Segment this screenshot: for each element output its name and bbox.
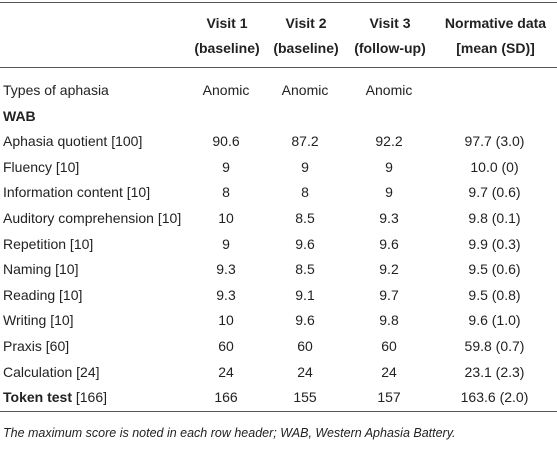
- footnote: The maximum score is noted in each row h…: [3, 425, 456, 440]
- table-cell: 9.3: [216, 261, 236, 278]
- table-cell: 9.6 (1.0): [468, 312, 521, 329]
- table-cell: 155: [293, 389, 317, 406]
- row-label: Fluency [10]: [3, 158, 80, 175]
- section-label: WAB: [3, 107, 36, 124]
- table-cell: 60: [297, 337, 313, 354]
- table-cell: Anomic: [281, 82, 329, 98]
- table-cell: 9.3: [216, 286, 236, 303]
- table-cell: 97.7 (3.0): [464, 133, 525, 150]
- table-cell: 9: [385, 184, 393, 201]
- table-cell: 9.8: [379, 312, 399, 329]
- header-cell: [0, 3, 188, 68]
- column-header-line: (baseline): [194, 40, 260, 56]
- table-cell: 90.6: [212, 133, 240, 150]
- table-cell: 9: [301, 158, 309, 175]
- table-row: Praxis [60] 60 60 60 59.8 (0.7): [0, 334, 557, 360]
- table-row: Fluency [10] 9 9 9 10.0 (0): [0, 155, 557, 181]
- table-cell: 166: [214, 389, 238, 406]
- table-row: Types of aphasia Anomic Anomic Anomic: [0, 68, 557, 104]
- table-cell: 9.9 (0.3): [468, 235, 521, 252]
- table-cell: 8: [222, 184, 230, 201]
- table-cell: 9.6: [295, 235, 315, 252]
- table-cell: 10: [218, 209, 234, 226]
- table-row: Calculation [24] 24 24 24 23.1 (2.3): [0, 360, 557, 386]
- table-cell: 157: [377, 389, 401, 406]
- row-label: Types of aphasia: [3, 82, 109, 98]
- table-cell: 9.3: [379, 209, 399, 226]
- table-cell: 24: [297, 363, 313, 380]
- row-label: Naming [10]: [3, 261, 79, 278]
- row-label: Information content [10]: [3, 184, 151, 201]
- column-header-line: (baseline): [273, 40, 339, 56]
- table-cell: 60: [218, 337, 234, 354]
- table-row: Repetition [10] 9 9.6 9.6 9.9 (0.3): [0, 232, 557, 258]
- table-cell: 9.6: [379, 235, 399, 252]
- table-cell: 9.8 (0.1): [468, 209, 521, 226]
- row-label: Calculation [24]: [3, 363, 100, 380]
- table-cell: 59.8 (0.7): [464, 337, 525, 354]
- table-body: Types of aphasia Anomic Anomic Anomic WAB Aph…: [0, 68, 557, 412]
- table-cell: 9.5 (0.8): [468, 286, 521, 303]
- table-row: Information content [10] 8 8 9 9.7 (0.6): [0, 180, 557, 206]
- row-label: Aphasia quotient [100]: [3, 133, 143, 150]
- table-cell: 9.7 (0.6): [468, 184, 521, 201]
- table-row: Naming [10] 9.3 8.5 9.2 9.5 (0.6): [0, 257, 557, 283]
- table-cell: Anomic: [202, 82, 250, 98]
- table-row: Token test [166] 166 155 157 163.6 (2.0): [0, 385, 557, 412]
- table-cell: 9.1: [295, 286, 315, 303]
- column-header-line: (follow-up): [354, 40, 426, 56]
- table-cell: 60: [381, 337, 397, 354]
- data-table: Visit 1 (baseline) Visit 2 (baseline) Visit …: [0, 2, 557, 412]
- row-label: Token test [166]: [0, 385, 188, 411]
- table-cell: 87.2: [291, 133, 319, 150]
- table-cell: 10: [218, 312, 234, 329]
- table-row: Reading [10] 9.3 9.1 9.7 9.5 (0.8): [0, 283, 557, 309]
- table-header: Visit 1 (baseline) Visit 2 (baseline) Visit …: [0, 2, 557, 68]
- header-row: Visit 1 (baseline) Visit 2 (baseline) Visit …: [0, 2, 557, 68]
- table-cell: 9: [385, 158, 393, 175]
- table-cell: Anomic: [365, 82, 413, 98]
- table-cell: 9.5 (0.6): [468, 261, 521, 278]
- table-cell: 92.2: [375, 133, 403, 150]
- table-row: Writing [10] 10 9.6 9.8 9.6 (1.0): [0, 308, 557, 334]
- table-row: Aphasia quotient [100] 90.6 87.2 92.2 97.7 (…: [0, 129, 557, 155]
- table-row: WAB: [0, 104, 557, 130]
- table-cell: 24: [381, 363, 397, 380]
- table-cell: 9: [222, 158, 230, 175]
- row-label: Reading [10]: [3, 286, 83, 303]
- column-header-line: Visit 2: [285, 15, 327, 31]
- table-row: Auditory comprehension [10] 10 8.5 9.3 9.8 (…: [0, 206, 557, 232]
- row-label: Praxis [60]: [3, 337, 70, 354]
- column-header: Visit 3 (follow-up): [346, 3, 434, 68]
- table-cell: [434, 68, 557, 104]
- row-label: Repetition [10]: [3, 235, 94, 252]
- table-cell: 23.1 (2.3): [464, 363, 525, 380]
- table-cell: 163.6 (2.0): [460, 389, 529, 406]
- column-header: Visit 2 (baseline): [266, 3, 346, 68]
- row-label-max: [166]: [75, 389, 108, 406]
- table-cell: 8: [301, 184, 309, 201]
- column-header-line: [mean (SD)]: [456, 40, 535, 56]
- table-cell: 24: [218, 363, 234, 380]
- table-cell: 9: [222, 235, 230, 252]
- column-header-line: Visit 1: [206, 15, 248, 31]
- column-header: Normative data [mean (SD)]: [434, 3, 557, 68]
- table-cell: 9.2: [379, 261, 399, 278]
- row-label-bold: Token test: [3, 389, 72, 406]
- column-header: Visit 1 (baseline): [188, 3, 266, 68]
- table-cell: 8.5: [295, 261, 315, 278]
- table-cell: 9.6: [295, 312, 315, 329]
- table-cell: 8.5: [295, 209, 315, 226]
- row-label: Auditory comprehension [10]: [3, 209, 182, 226]
- row-label: Writing [10]: [3, 312, 74, 329]
- table-cell: 10.0 (0): [470, 158, 519, 175]
- table-cell: 9.7: [379, 286, 399, 303]
- column-header-line: Normative data: [444, 15, 547, 31]
- column-header-line: Visit 3: [369, 15, 411, 31]
